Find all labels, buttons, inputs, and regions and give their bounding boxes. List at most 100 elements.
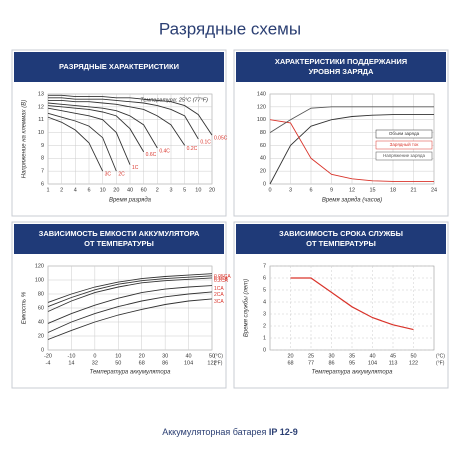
x-tick-label: 45 (390, 353, 396, 359)
footer-model: IP 12-9 (269, 427, 298, 437)
panel-header (14, 52, 224, 82)
x-unit-label: (°F) (214, 360, 223, 366)
data-line (47, 116, 104, 172)
x-tick-label: 2 (60, 187, 63, 193)
data-line (269, 119, 434, 182)
y-tick-label: 1 (263, 335, 266, 341)
y-tick-label: 80 (260, 130, 266, 136)
x-tick-label: 30 (162, 353, 168, 359)
y-tick-label: 8 (41, 156, 44, 162)
data-line (48, 99, 186, 146)
y-tick-label: 0 (263, 347, 266, 353)
footer: Аккумуляторная батарея IP 12-9 (162, 427, 298, 437)
x-tick-label-secondary: 32 (92, 360, 98, 366)
x-tick-label-secondary: 14 (68, 360, 74, 366)
x-tick-label: 2 (156, 187, 159, 193)
data-line (47, 277, 213, 312)
x-axis-label: Температура аккумулятора (90, 370, 172, 376)
x-tick-label: 40 (127, 187, 133, 193)
y-tick-label: 0 (41, 347, 44, 353)
y-axis-label: Напряжение на клеммах (В) (22, 100, 28, 179)
y-tick-label: 0 (263, 181, 266, 187)
y-tick-label: 2 (263, 323, 266, 329)
x-tick-label: 5 (183, 187, 186, 193)
x-tick-label-secondary: 50 (115, 360, 121, 366)
x-tick-label: 20 (139, 353, 145, 359)
subtitle: Температура: 25°C (77°F) (140, 97, 208, 103)
y-tick-label: 4 (263, 299, 266, 305)
panel-header (236, 52, 446, 82)
x-unit-label: (°F) (436, 360, 445, 366)
x-tick-label: 6 (309, 187, 312, 193)
x-tick-label-secondary: 122 (207, 360, 216, 366)
x-tick-label-secondary: 95 (349, 360, 355, 366)
x-tick-label-secondary: 113 (389, 360, 398, 366)
panel-title: ХАРАКТЕРИСТИКИ ПОДДЕРЖАНИЯ (275, 57, 407, 66)
series-label: 1CA (214, 286, 224, 292)
data-line (47, 107, 131, 165)
legend-label: Зарядный ток (390, 141, 419, 147)
data-line (47, 285, 213, 324)
legend-label: Объем заряда (389, 131, 420, 136)
y-tick-label: 120 (35, 263, 44, 269)
y-tick-label: 5 (263, 287, 266, 293)
x-tick-label: 15 (369, 187, 375, 193)
x-tick-label-secondary: 104 (184, 360, 193, 366)
x-tick-label: 35 (349, 353, 355, 359)
series-label: 2CA (214, 292, 224, 298)
y-tick-label: 140 (257, 91, 266, 97)
x-tick-label-secondary: 77 (308, 360, 314, 366)
x-tick-label: 3 (169, 187, 172, 193)
y-tick-label: 3 (263, 311, 266, 317)
legend-box (375, 151, 433, 161)
data-line (269, 106, 434, 133)
panel-title: ЗАВИСИМОСТЬ ЕМКОСТИ АККУМУЛЯТОРА (39, 229, 200, 238)
panel-header (14, 224, 224, 254)
series-label: 0.1CA (214, 276, 229, 282)
y-axis-label: Время службы (лет) (244, 279, 250, 337)
y-tick-label: 40 (38, 319, 44, 325)
x-tick-label: 10 (195, 187, 201, 193)
x-tick-label: 9 (330, 187, 333, 193)
x-tick-label: 4 (74, 187, 77, 193)
series-label: 0.2C (187, 146, 198, 152)
data-line (47, 112, 117, 172)
y-tick-label: 120 (257, 104, 266, 110)
x-tick-label: -20 (44, 353, 52, 359)
panel-title: ЗАВИСИМОСТЬ СРОКА СЛУЖБЫ (279, 229, 403, 238)
x-tick-label: 10 (115, 353, 121, 359)
x-tick-label: 50 (410, 353, 416, 359)
x-tick-label: 21 (410, 187, 416, 193)
series-label: 0.2CA (214, 278, 229, 284)
x-tick-label-secondary: 86 (328, 360, 334, 366)
panel-title: ОТ ТЕМПЕРАТУРЫ (84, 239, 154, 248)
x-tick-label: 25 (308, 353, 314, 359)
x-tick-label: 40 (186, 353, 192, 359)
y-tick-label: 7 (41, 169, 44, 175)
panel-header (236, 224, 446, 254)
legend-box (375, 140, 433, 150)
x-tick-label: 24 (431, 187, 437, 193)
series-label: 0.1C (200, 139, 211, 145)
x-axis-label: Время заряда (часов) (322, 198, 382, 204)
data-line (47, 105, 145, 153)
y-tick-label: 40 (260, 156, 266, 162)
x-tick-label: 30 (328, 353, 334, 359)
series-label: 0.05CA (214, 274, 231, 280)
data-line (47, 273, 213, 303)
data-line (269, 114, 434, 185)
x-tick-label: 20 (209, 187, 215, 193)
series-label: 3CA (214, 299, 224, 305)
data-line (47, 102, 158, 149)
data-line (47, 275, 213, 308)
x-tick-label: 0 (93, 353, 96, 359)
series-label: 2C (118, 171, 125, 177)
y-tick-label: 20 (38, 333, 44, 339)
x-tick-label-secondary: 86 (162, 360, 168, 366)
x-tick-label: 12 (349, 187, 355, 193)
x-tick-label-secondary: 122 (409, 360, 418, 366)
x-tick-label: 0 (268, 187, 271, 193)
y-tick-label: 7 (263, 263, 266, 269)
series-label: 0.6C (146, 152, 157, 158)
